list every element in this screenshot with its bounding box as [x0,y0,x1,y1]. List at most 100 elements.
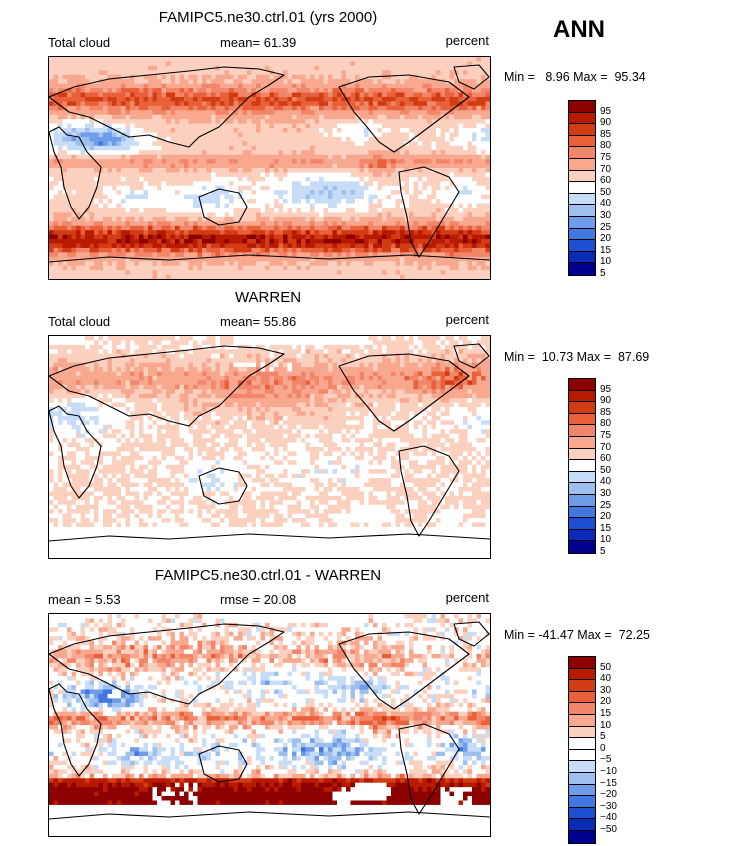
panel-1-map [48,56,491,280]
colorbar-tick-label: 60 [600,175,612,187]
colorbar-swatch [569,807,595,820]
colorbar-swatch [569,193,595,206]
colorbar-tick-label: 50 [600,661,612,673]
colorbar-tick-label: 5 [600,731,606,743]
colorbar-swatch [569,819,595,831]
colorbar-swatch [569,506,595,519]
colorbar-swatch [569,761,595,773]
colorbar-swatch [569,749,595,762]
colorbar-tick-label: 15 [600,708,612,719]
colorbar-swatch [569,379,595,391]
colorbar-swatch [569,784,595,797]
panel-3-title: FAMIPC5.ne30.ctrl.01 - WARREN [154,567,382,584]
panel-3-mean-label: mean = 5.53 [48,592,121,607]
colorbar-tick-label: 10 [600,256,612,268]
colorbar-swatch [569,240,595,252]
colorbar-tick-label: 70 [600,441,612,453]
colorbar-swatch [569,205,595,217]
colorbar-tick-label: 20 [600,696,612,708]
colorbar-swatch [569,494,595,507]
colorbar-tick-label: 30 [600,210,612,221]
colorbar-tick-label: 40 [600,673,612,685]
colorbar-tick-label: 95 [600,105,612,117]
colorbar-swatch [569,425,595,437]
colorbar-swatch [569,448,595,461]
panel-2-mean-label: mean= 55.86 [220,314,297,329]
colorbar-tick-label: 25 [600,221,612,233]
colorbar-tick-label: 0 [600,742,606,754]
colorbar-tick-label: 70 [600,163,612,175]
colorbar-swatch [569,158,595,171]
colorbar-swatch [569,112,595,125]
panel-2-units-label: percent [445,312,489,327]
panel-1-map-svg [49,57,490,279]
colorbar-swatch [569,518,595,530]
colorbar-swatch [569,726,595,739]
colorbar-tick-label: 20 [600,511,612,523]
colorbar-swatch [569,691,595,704]
colorbar-swatch [569,413,595,426]
colorbar-swatch [569,657,595,669]
colorbar-tick-label: 95 [600,383,612,395]
colorbar-tick-label: 90 [600,395,612,407]
colorbar-swatch [569,228,595,241]
colorbar-tick-label: 40 [600,476,612,488]
panel-1-units-label: percent [445,33,489,48]
colorbar-tick-label: 75 [600,152,612,163]
colorbar-tick-label: −30 [600,800,617,812]
colorbar-tick-label: −15 [600,777,617,789]
colorbar-tick-label: −50 [600,824,617,835]
colorbar-swatch [569,135,595,148]
colorbar-swatch [569,124,595,136]
colorbar-swatch [569,680,595,692]
colorbar-swatch [569,529,595,542]
colorbar-swatch [569,263,595,275]
colorbar-tick-label: −10 [600,766,617,777]
colorbar-tick-label: 20 [600,233,612,245]
colorbar-tick-label: 5 [600,268,606,279]
colorbar-swatch [569,182,595,194]
colorbar-swatch [569,101,595,113]
colorbar-swatch [569,216,595,229]
colorbar-tick-label: 15 [600,244,612,256]
panel-1-variable-label: Total cloud [48,35,111,50]
panel-2-map-svg [49,336,490,558]
panel-3-colorbar [568,656,596,844]
colorbar-tick-label: 90 [600,117,612,129]
colorbar-swatch [569,471,595,484]
colorbar-tick-label: −40 [600,812,617,824]
colorbar-tick-label: 5 [600,546,606,557]
panel-2-variable-label: Total cloud [48,314,111,329]
colorbar-swatch [569,668,595,681]
colorbar-tick-label: 50 [600,186,612,198]
colorbar-swatch [569,541,595,553]
panel-2-minmax: Min = 10.73 Max = 87.69 [504,350,650,364]
panel-3-map [48,613,491,837]
colorbar-tick-label: −5 [600,754,612,766]
colorbar-tick-label: 60 [600,453,612,465]
colorbar-swatch [569,147,595,159]
colorbar-tick-label: 80 [600,140,612,152]
panel-1-mean-label: mean= 61.39 [220,35,297,50]
colorbar-tick-label: 85 [600,406,612,418]
panel-3-units-label: percent [445,590,489,605]
panel-3-rmse-label: rmse = 20.08 [220,592,297,607]
colorbar-tick-label: 80 [600,418,612,430]
colorbar-swatch [569,738,595,750]
colorbar-swatch [569,170,595,183]
panel-1-colorbar [568,100,596,276]
colorbar-tick-label: 30 [600,684,612,696]
colorbar-tick-label: 25 [600,499,612,511]
colorbar-swatch [569,714,595,727]
colorbar-swatch [569,483,595,495]
colorbar-tick-label: 10 [600,534,612,546]
colorbar-tick-label: 10 [600,719,612,731]
panel-1-title: FAMIPC5.ne30.ctrl.01 (yrs 2000) [158,9,378,26]
colorbar-tick-label: −20 [600,789,617,801]
panel-2-map [48,335,491,559]
colorbar-swatch [569,402,595,414]
colorbar-swatch [569,436,595,449]
panel-2-colorbar [568,378,596,554]
panel-3-minmax: Min = -41.47 Max = 72.25 [504,628,650,642]
panel-1-minmax: Min = 8.96 Max = 95.34 [504,70,646,84]
